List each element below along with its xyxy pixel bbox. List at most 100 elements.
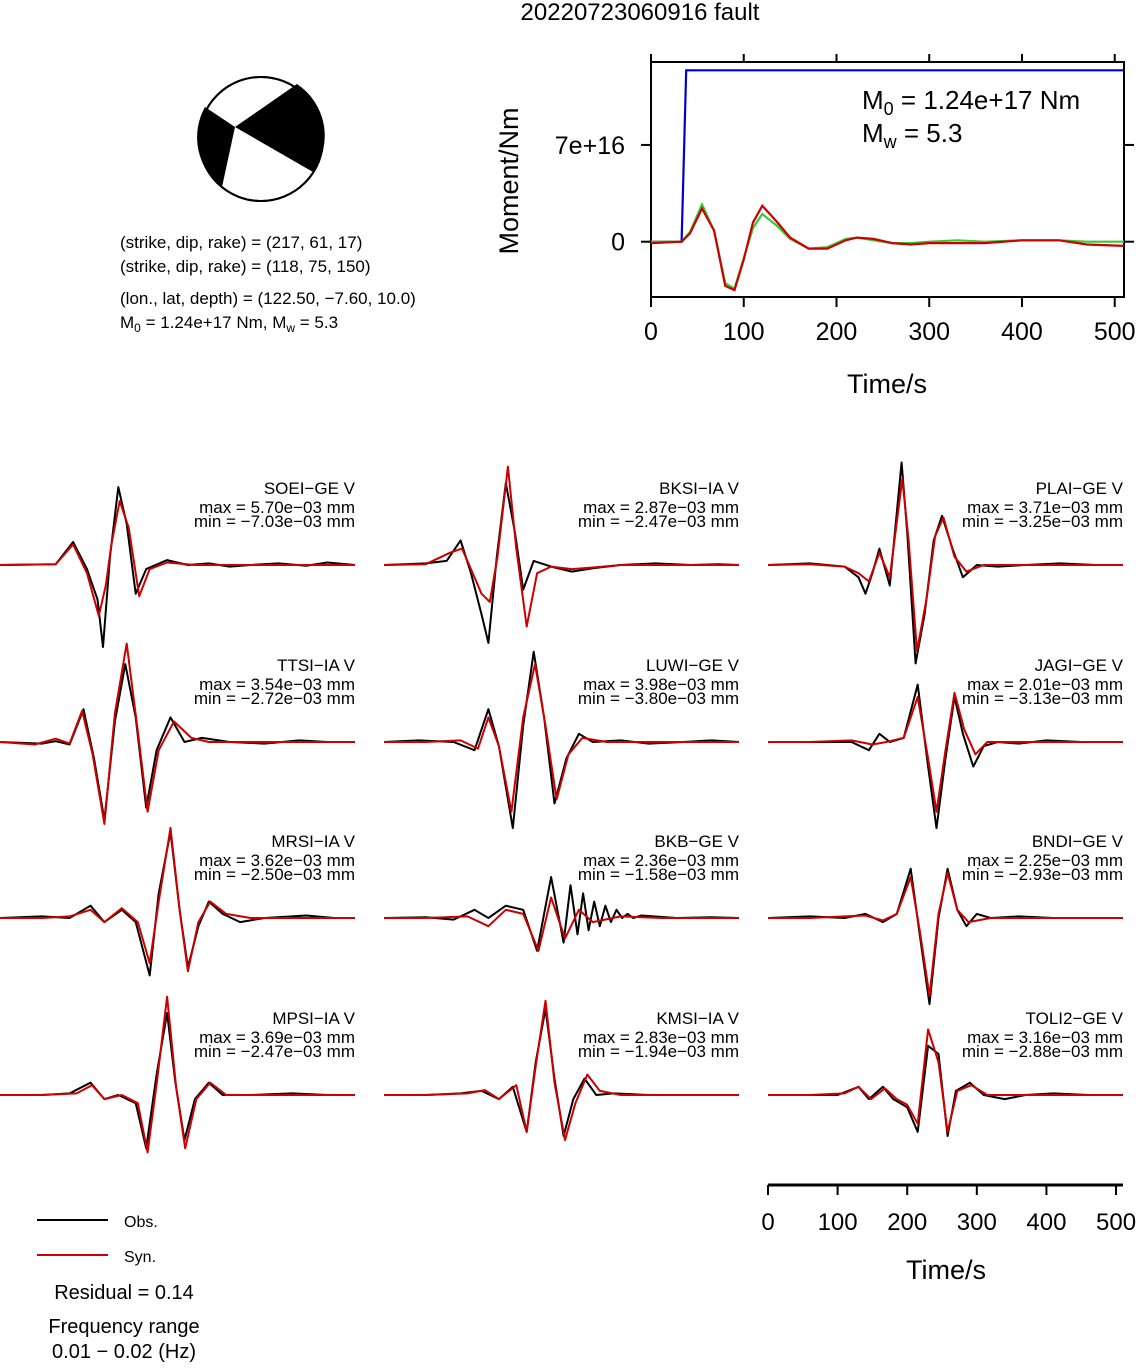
waveform-xtick-label: 500 — [1096, 1209, 1136, 1236]
station-min: min = −3.80e−03 mm — [578, 689, 739, 708]
moment-series-1 — [651, 201, 1124, 291]
synthetic-trace — [0, 826, 355, 973]
waveform-xtick-label: 200 — [887, 1209, 927, 1236]
moment-plot-frame — [650, 61, 1125, 298]
moment-annotation-m0: M0 = 1.24e+17 Nm — [862, 85, 1080, 119]
station-name: JAGI−GE V — [1035, 656, 1124, 675]
station-name: PLAI−GE V — [1036, 479, 1124, 498]
station-max: max = 2.36e−03 mm — [583, 851, 739, 870]
station-name: LUWI−GE V — [646, 656, 740, 675]
station-name: SOEI−GE V — [264, 479, 356, 498]
station-max: max = 3.62e−03 mm — [199, 851, 355, 870]
moment-ytick-label: 0 — [611, 229, 625, 257]
synthetic-trace — [768, 871, 1123, 997]
focal-mechanism-beachball — [197, 76, 325, 202]
station-name: BKB−GE V — [654, 832, 739, 851]
station-max: max = 2.87e−03 mm — [583, 498, 739, 517]
station-max: max = 2.01e−03 mm — [967, 675, 1123, 694]
residual-text: Residual = 0.14 — [54, 1282, 194, 1304]
station-min: min = −2.93e−03 mm — [962, 865, 1123, 884]
station-name: MRSI−IA V — [271, 832, 355, 851]
synthetic-trace — [0, 995, 355, 1154]
waveform-xtick-label: 400 — [1026, 1209, 1066, 1236]
synthetic-trace — [0, 642, 355, 825]
station-name: TOLI2−GE V — [1026, 1009, 1124, 1028]
station-min: min = −2.47e−03 mm — [578, 512, 739, 531]
station-max: max = 3.54e−03 mm — [199, 675, 355, 694]
moment-xtick-label: 300 — [908, 318, 950, 346]
moment-xtick-label: 500 — [1094, 318, 1136, 346]
observed-trace — [383, 482, 740, 644]
legend-syn-label: Syn. — [124, 1249, 156, 1266]
synthetic-trace — [383, 465, 739, 628]
synthetic-trace — [384, 896, 739, 952]
station-max: max = 2.83e−03 mm — [583, 1028, 739, 1047]
figure-title: 20220723060916 fault — [521, 0, 760, 26]
station-max: max = 5.70e−03 mm — [199, 498, 355, 517]
legend: Obs. Syn. — [37, 1214, 158, 1266]
synthetic-trace — [384, 999, 739, 1142]
station-max: max = 3.71e−03 mm — [967, 498, 1123, 517]
observed-trace — [768, 683, 1123, 830]
station-min: min = −7.03e−03 mm — [194, 512, 355, 531]
station-max: max = 3.98e−03 mm — [583, 675, 739, 694]
station-name: BNDI−GE V — [1032, 832, 1124, 851]
station-name: BKSI−IA V — [659, 479, 740, 498]
waveform-xtick-label: 0 — [761, 1209, 774, 1236]
station-name: KMSI−IA V — [656, 1009, 739, 1028]
moment-ylabel: Moment/Nm — [494, 107, 524, 254]
moment-series-group — [650, 69, 1125, 292]
moment-ytick-label: 7e+16 — [555, 132, 625, 160]
station-min: min = −2.88e−03 mm — [962, 1042, 1123, 1061]
moment-series-2 — [650, 203, 1125, 292]
synthetic-trace — [767, 477, 1123, 653]
station-min: min = −3.13e−03 mm — [962, 689, 1123, 708]
observed-trace — [767, 867, 1123, 1006]
synthetic-trace — [384, 663, 739, 813]
frequency-range-value: 0.01 − 0.02 (Hz) — [52, 1341, 196, 1363]
station-max: max = 2.25e−03 mm — [967, 851, 1123, 870]
legend-obs-label: Obs. — [124, 1214, 158, 1231]
station-min: min = −2.47e−03 mm — [194, 1042, 355, 1061]
moment-annotation-mw: Mw = 5.3 — [862, 118, 962, 152]
observed-trace — [0, 486, 356, 648]
station-name: MPSI−IA V — [272, 1009, 355, 1028]
waveform-xtick-label: 300 — [957, 1209, 997, 1236]
station-max: max = 3.16e−03 mm — [967, 1028, 1123, 1047]
location-info: (lon., lat, depth) = (122.50, −7.60, 10.… — [120, 289, 416, 308]
station-min: min = −2.72e−03 mm — [194, 689, 355, 708]
nodal-plane-1: (strike, dip, rake) = (217, 61, 17) — [120, 233, 362, 252]
synthetic-trace — [768, 1028, 1123, 1133]
moment-xtick-label: 200 — [816, 318, 858, 346]
station-min: min = −2.50e−03 mm — [194, 865, 355, 884]
synthetic-trace — [768, 691, 1123, 813]
waveform-time-axis: 0 100 200 300 400 500 — [761, 1183, 1136, 1236]
compression-quadrant-east — [235, 84, 325, 172]
station-name: TTSI−IA V — [277, 656, 356, 675]
moment-xlabel: Time/s — [847, 369, 927, 399]
waveform-xtick-label: 100 — [818, 1209, 858, 1236]
moment-xtick-label: 0 — [644, 318, 658, 346]
moment-info: M0 = 1.24e+17 Nm, Mw = 5.3 — [120, 313, 338, 335]
moment-xtick-label: 100 — [723, 318, 765, 346]
station-min: min = −1.94e−03 mm — [578, 1042, 739, 1061]
frequency-range-title: Frequency range — [48, 1316, 199, 1338]
station-min: min = −3.25e−03 mm — [962, 512, 1123, 531]
station-min: min = −1.58e−03 mm — [578, 865, 739, 884]
waveform-xlabel: Time/s — [906, 1255, 986, 1285]
